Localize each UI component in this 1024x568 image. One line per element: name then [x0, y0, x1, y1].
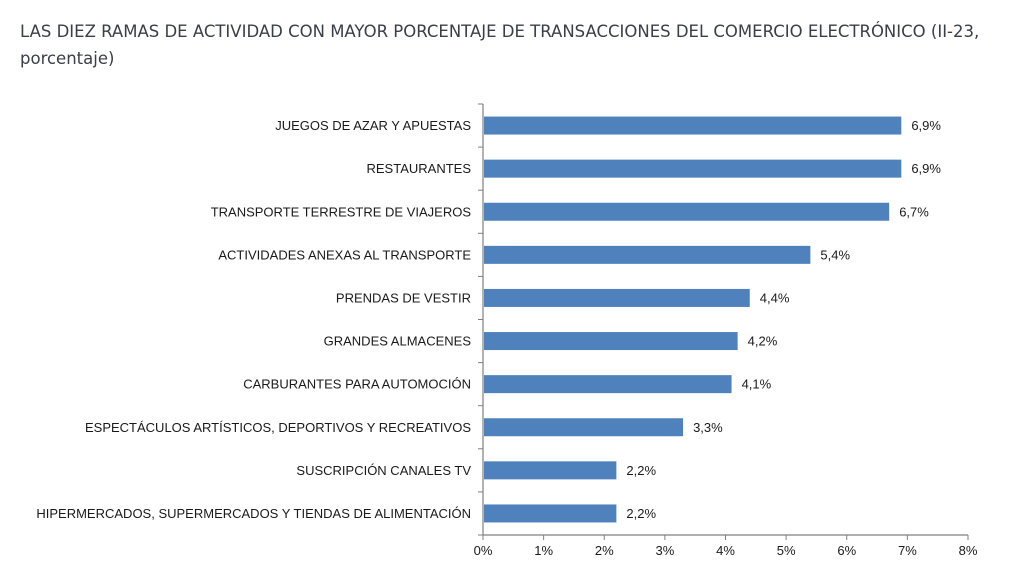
value-label: 2,2% [626, 506, 656, 521]
chart-title: LAS DIEZ RAMAS DE ACTIVIDAD CON MAYOR PO… [20, 22, 980, 68]
bar [484, 245, 811, 264]
bar [484, 202, 890, 221]
axes: 0% 1% 2% 3% 4% 5% 6% 7% 8% [474, 103, 978, 558]
bar [484, 288, 750, 307]
x-tick-label: 6% [837, 543, 856, 558]
x-tick-label: 2% [595, 543, 614, 558]
x-tick-label: 5% [777, 543, 796, 558]
category-label: ESPECTÁCULOS ARTÍSTICOS, DEPORTIVOS Y RE… [85, 420, 471, 435]
bar [484, 418, 684, 437]
x-tick-label: 3% [655, 543, 674, 558]
category-label: JUEGOS DE AZAR Y APUESTAS [275, 118, 471, 133]
bars-group [484, 116, 902, 523]
x-tick-label: 7% [898, 543, 917, 558]
category-label: PRENDAS DE VESTIR [336, 290, 471, 305]
value-label: 2,2% [626, 463, 656, 478]
value-label: 4,2% [748, 334, 778, 349]
category-label: TRANSPORTE TERRESTRE DE VIAJEROS [211, 204, 472, 219]
x-tick-label: 1% [534, 543, 553, 558]
value-label: 4,1% [742, 377, 772, 392]
value-label: 5,4% [820, 247, 850, 262]
category-labels: JUEGOS DE AZAR Y APUESTAS RESTAURANTES TRA… [36, 118, 471, 521]
bar [484, 116, 902, 135]
value-label: 3,3% [693, 420, 723, 435]
x-tick-label: 4% [716, 543, 735, 558]
bar [484, 461, 617, 480]
category-label: ACTIVIDADES ANEXAS AL TRANSPORTE [218, 247, 471, 262]
value-label: 6,9% [911, 118, 941, 133]
category-label: GRANDES ALMACENES [324, 334, 472, 349]
bar [484, 375, 732, 394]
bar [484, 504, 617, 523]
category-label: RESTAURANTES [367, 161, 472, 176]
value-labels: 6,9% 6,9% 6,7% 5,4% 4,4% 4,2% 4,1% 3,3% 2,2% 2,2% [626, 118, 941, 521]
category-label: CARBURANTES PARA AUTOMOCIÓN [243, 377, 471, 392]
category-label: HIPERMERCADOS, SUPERMERCADOS Y TIENDAS D… [36, 506, 471, 521]
x-tick-label: 0% [474, 543, 493, 558]
value-label: 4,4% [760, 290, 790, 305]
x-tick-label: 8% [959, 543, 978, 558]
bar [484, 332, 738, 351]
bar [484, 159, 902, 178]
category-label: SUSCRIPCIÓN CANALES TV [296, 463, 471, 478]
value-label: 6,9% [911, 161, 941, 176]
value-label: 6,7% [899, 204, 929, 219]
